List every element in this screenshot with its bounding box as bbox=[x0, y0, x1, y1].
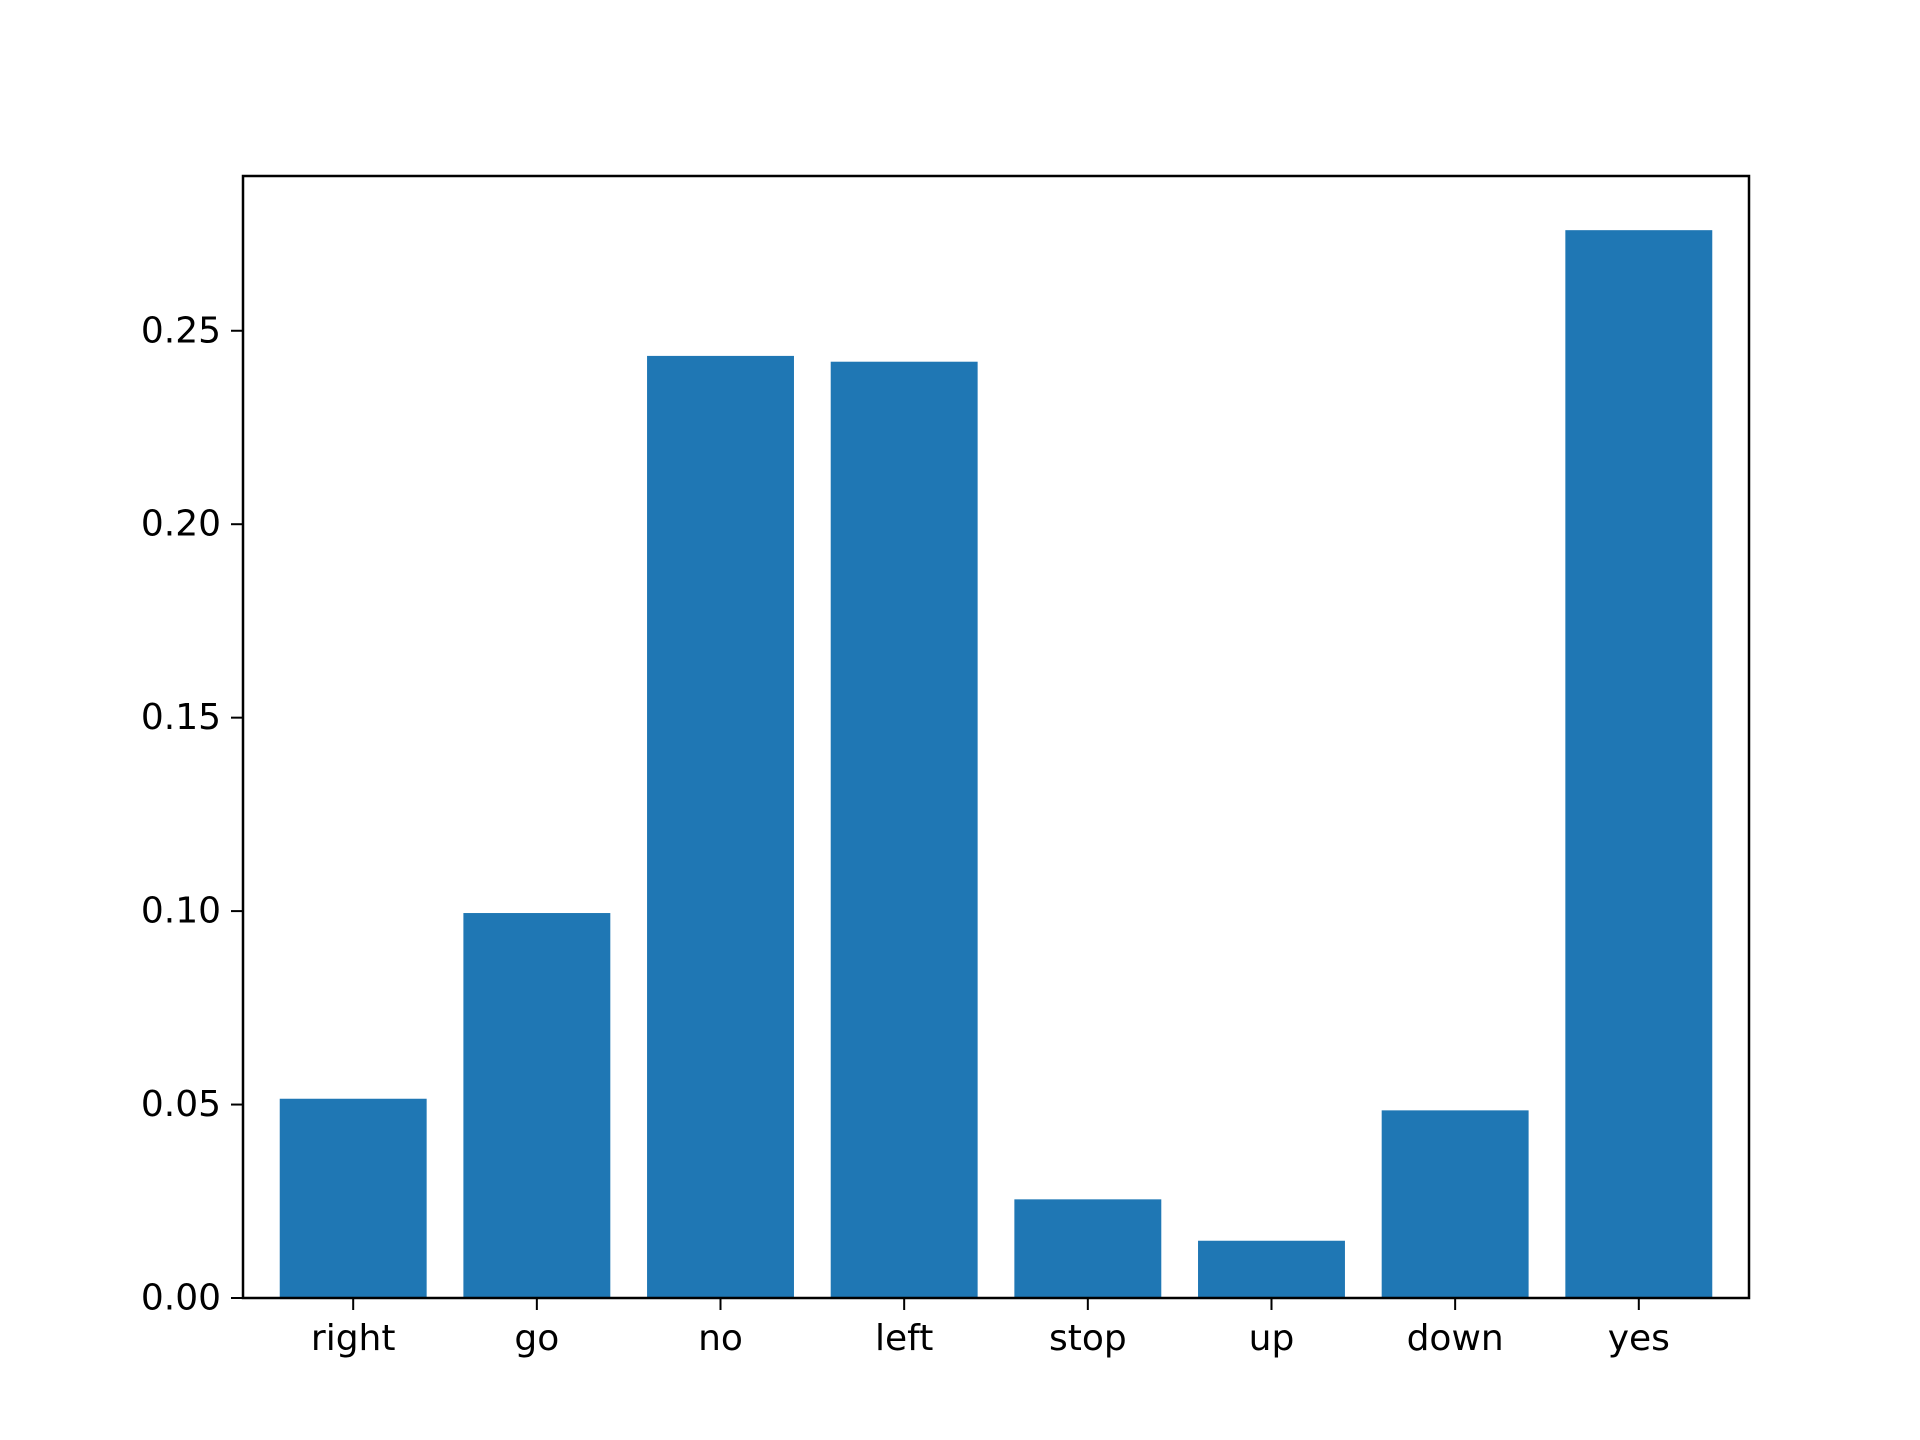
y-tick-label: 0.25 bbox=[141, 310, 221, 351]
x-tick-label: yes bbox=[1608, 1318, 1670, 1359]
bar-yes bbox=[1565, 230, 1713, 1298]
y-tick-label: 0.00 bbox=[141, 1278, 221, 1319]
y-tick-label: 0.05 bbox=[141, 1084, 221, 1125]
bar-right bbox=[279, 1098, 427, 1298]
y-tick-label: 0.20 bbox=[141, 504, 221, 545]
bar-go bbox=[463, 913, 611, 1298]
plot-area-frame bbox=[241, 174, 1751, 1300]
x-tick-label: no bbox=[698, 1318, 743, 1359]
bar-no bbox=[647, 355, 794, 1299]
y-tick-label: 0.15 bbox=[141, 697, 221, 738]
x-tick-label: right bbox=[311, 1318, 396, 1359]
x-tick-label: left bbox=[875, 1318, 933, 1359]
bars-group bbox=[279, 230, 1713, 1299]
bar-stop bbox=[1014, 1199, 1162, 1298]
bar-up bbox=[1198, 1240, 1345, 1298]
bar-left bbox=[830, 361, 978, 1299]
x-tick-label: stop bbox=[1049, 1318, 1127, 1359]
bar-down bbox=[1381, 1110, 1529, 1298]
y-tick-label: 0.10 bbox=[141, 891, 221, 932]
x-tick-label: down bbox=[1407, 1318, 1504, 1359]
x-tick-label: up bbox=[1249, 1318, 1295, 1359]
y-axis: 0.00 0.05 0.10 0.15 0.20 0.25 bbox=[141, 310, 243, 1319]
x-tick-label: go bbox=[514, 1318, 559, 1359]
x-axis: right go no left stop up down yes bbox=[311, 1298, 1670, 1359]
